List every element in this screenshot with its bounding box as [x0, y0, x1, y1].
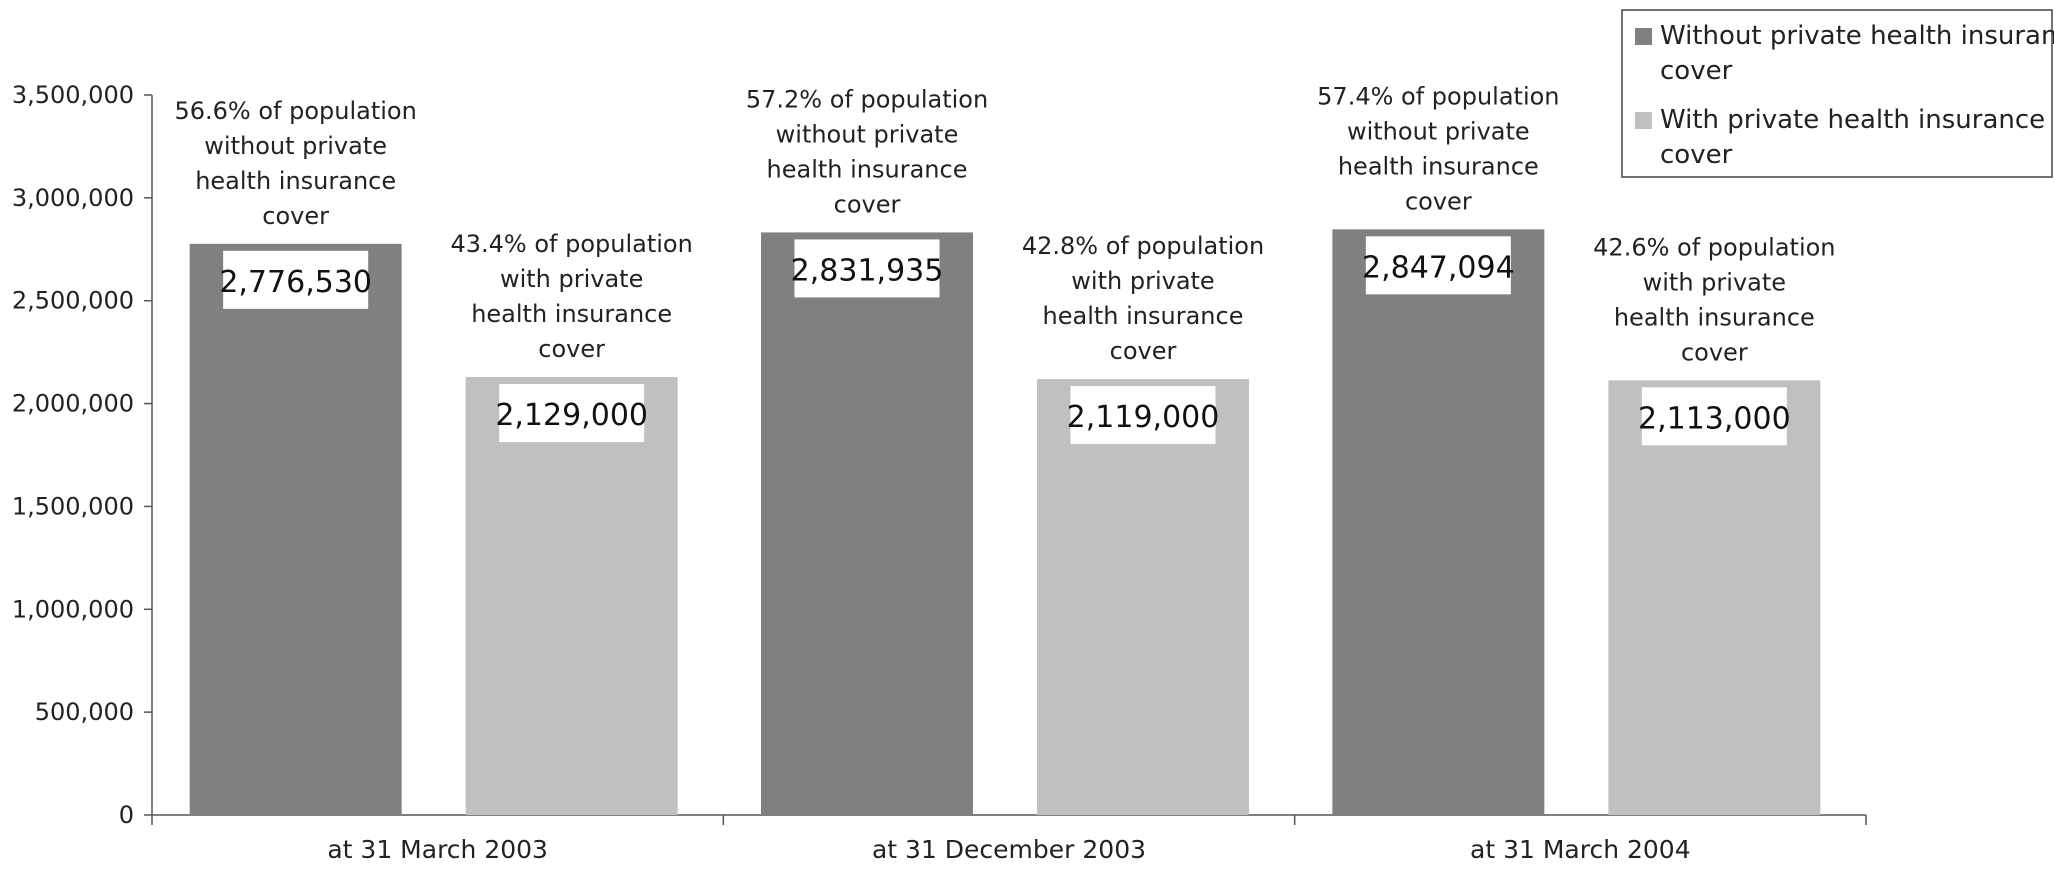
data-label-box — [1070, 386, 1216, 445]
legend-label: With private health insurance — [1660, 105, 2045, 135]
annotation-line: health insurance — [1338, 152, 1539, 180]
legend-swatch — [1635, 28, 1652, 45]
bars: 2,776,530 56.6% of population without priv… — [174, 82, 1836, 816]
bar — [189, 243, 402, 815]
annotation-line: cover — [1681, 338, 1748, 366]
data-label-box — [223, 250, 369, 309]
x-category-label: at 31 March 2004 — [1470, 835, 1691, 864]
bar — [1332, 229, 1545, 816]
y-tick-label: 1,500,000 — [12, 492, 134, 520]
annotation-line: health insurance — [195, 167, 396, 195]
annotation-line: cover — [1405, 187, 1472, 215]
annotation-line: with private — [1071, 267, 1214, 295]
annotation-line: cover — [262, 202, 329, 230]
annotation-line: cover — [834, 190, 901, 218]
legend-box — [1621, 9, 2053, 178]
annotation-line: 57.2% of population — [746, 85, 988, 113]
data-label: 2,847,094 — [1362, 250, 1515, 285]
y-tick-label: 2,000,000 — [12, 390, 134, 418]
data-label: 2,129,000 — [495, 398, 648, 433]
data-label-box — [499, 384, 645, 443]
annotation-line: health insurance — [471, 300, 672, 328]
y-tick-label: 2,500,000 — [12, 287, 134, 315]
data-label: 2,113,000 — [1638, 401, 1791, 436]
annotation-line: cover — [1110, 337, 1177, 365]
legend-label: cover — [1660, 56, 1733, 86]
legend: Without private health insurance cover Wit… — [1621, 9, 2054, 178]
y-tick-label: 1,000,000 — [12, 595, 134, 623]
annotation-line: 57.4% of population — [1317, 82, 1559, 110]
bar — [465, 377, 678, 815]
bar — [1608, 380, 1821, 815]
data-label-box — [794, 239, 940, 298]
legend-label: cover — [1660, 140, 1733, 170]
data-label: 2,831,935 — [791, 253, 944, 288]
legend-label: Without private health insurance — [1660, 21, 2054, 51]
bar — [761, 232, 973, 815]
y-tick-label: 500,000 — [35, 698, 134, 726]
annotation-line: health insurance — [1614, 303, 1815, 331]
y-tick-label: 3,000,000 — [12, 184, 134, 212]
y-axis: 0 500,000 1,000,000 1,500,000 2,000,000 2,500… — [12, 81, 153, 829]
annotation-line: health insurance — [767, 155, 968, 183]
annotation-line: 42.6% of population — [1593, 233, 1835, 261]
annotation-line: with private — [500, 265, 643, 293]
annotation-line: with private — [1643, 268, 1786, 296]
annotation-line: without private — [1347, 117, 1530, 145]
annotation-line: 42.8% of population — [1022, 232, 1264, 260]
y-tick-label: 3,500,000 — [12, 81, 134, 109]
x-category-label: at 31 March 2003 — [327, 835, 548, 864]
annotation-line: 56.6% of population — [174, 97, 416, 125]
annotation-line: cover — [538, 335, 605, 363]
legend-swatch — [1635, 112, 1652, 129]
data-label: 2,119,000 — [1067, 400, 1220, 435]
annotation-line: without private — [776, 120, 959, 148]
data-label-box — [1365, 236, 1511, 295]
data-label: 2,776,530 — [219, 265, 372, 300]
x-category-label: at 31 December 2003 — [872, 835, 1146, 864]
annotation-line: without private — [204, 132, 387, 160]
annotation-line: health insurance — [1043, 302, 1244, 330]
data-label-box — [1641, 387, 1787, 446]
annotation-line: 43.4% of population — [450, 230, 692, 258]
x-axis: at 31 March 2003 at 31 December 2003 at 31… — [151, 814, 1867, 864]
y-tick-label: 0 — [119, 801, 134, 829]
bar — [1037, 379, 1249, 815]
